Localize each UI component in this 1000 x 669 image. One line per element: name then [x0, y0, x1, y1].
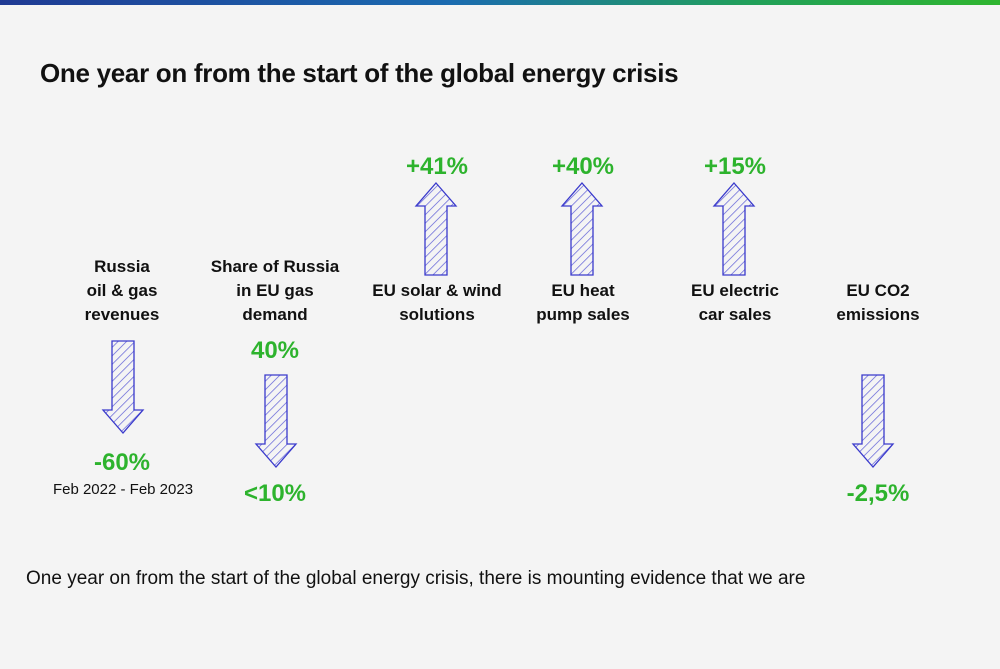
down-arrow-icon — [254, 374, 298, 468]
top-gradient-bar — [0, 0, 1000, 5]
value-solar-wind: +41% — [405, 153, 469, 180]
value-co2-emissions: -2,5% — [846, 480, 910, 507]
footer-text: One year on from the start of the global… — [26, 568, 806, 589]
value-russia-revenues: -60% — [93, 449, 151, 476]
label-russia-gas-share: Share of Russia in EU gas demand — [210, 257, 340, 324]
value-russia-gas-share: <10% — [243, 480, 307, 507]
down-arrow-icon — [851, 374, 895, 468]
label-russia-revenues: Russia oil & gas revenues — [84, 257, 160, 324]
label-solar-wind: EU solar & wind solutions — [372, 281, 502, 324]
up-arrow-icon — [712, 182, 756, 276]
value-electric-car: +15% — [703, 153, 767, 180]
value-heat-pump: +40% — [551, 153, 615, 180]
label-co2-emissions: EU CO2 emissions — [836, 281, 920, 324]
value-start-russia-gas-share: 40% — [250, 337, 300, 364]
up-arrow-icon — [414, 182, 458, 276]
up-arrow-icon — [560, 182, 604, 276]
page-title: One year on from the start of the global… — [40, 58, 679, 88]
label-electric-car: EU electric car sales — [691, 281, 779, 324]
label-heat-pump: EU heat pump sales — [536, 281, 630, 324]
period-note: Feb 2022 - Feb 2023 — [52, 481, 194, 498]
down-arrow-icon — [101, 340, 145, 434]
